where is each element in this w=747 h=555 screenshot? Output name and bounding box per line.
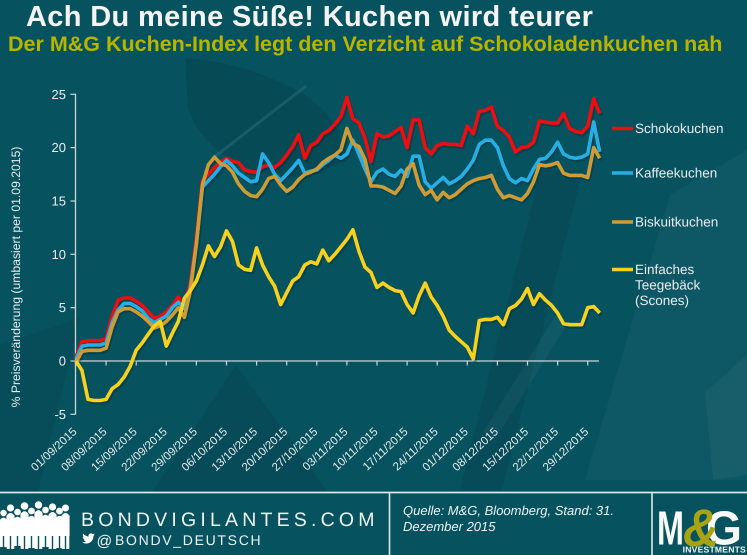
svg-text:(Scones): (Scones) bbox=[635, 293, 689, 308]
svg-text:&: & bbox=[683, 499, 719, 555]
svg-text:10: 10 bbox=[52, 247, 66, 262]
svg-text:5: 5 bbox=[59, 300, 66, 315]
svg-text:0: 0 bbox=[59, 354, 66, 369]
svg-text:BONDV_DEUTSCH: BONDV_DEUTSCH bbox=[115, 532, 262, 548]
svg-text:BONDVIGILANTES.COM: BONDVIGILANTES.COM bbox=[81, 509, 379, 531]
svg-text:@: @ bbox=[97, 533, 113, 550]
svg-text:20: 20 bbox=[52, 140, 66, 155]
svg-text:Dezember 2015: Dezember 2015 bbox=[403, 519, 496, 534]
svg-text:Kaffeekuchen: Kaffeekuchen bbox=[635, 166, 717, 181]
svg-text:M: M bbox=[657, 503, 684, 555]
svg-text:15: 15 bbox=[52, 194, 66, 209]
svg-text:Biskuitkuchen: Biskuitkuchen bbox=[635, 215, 718, 230]
svg-text:% Preisveränderung (umbasiert: % Preisveränderung (umbasiert per 01.09.… bbox=[9, 147, 23, 408]
svg-text:G: G bbox=[706, 503, 742, 555]
svg-text:25: 25 bbox=[52, 87, 66, 102]
svg-text:Einfaches: Einfaches bbox=[635, 262, 695, 277]
svg-text:INVESTMENTS: INVESTMENTS bbox=[683, 544, 746, 554]
svg-text:-5: -5 bbox=[54, 407, 66, 422]
svg-text:Teegebäck: Teegebäck bbox=[635, 278, 701, 293]
svg-text:Schokokuchen: Schokokuchen bbox=[635, 121, 724, 136]
svg-text:Quelle: M&G, Bloomberg, Stand:: Quelle: M&G, Bloomberg, Stand: 31. bbox=[403, 503, 614, 518]
